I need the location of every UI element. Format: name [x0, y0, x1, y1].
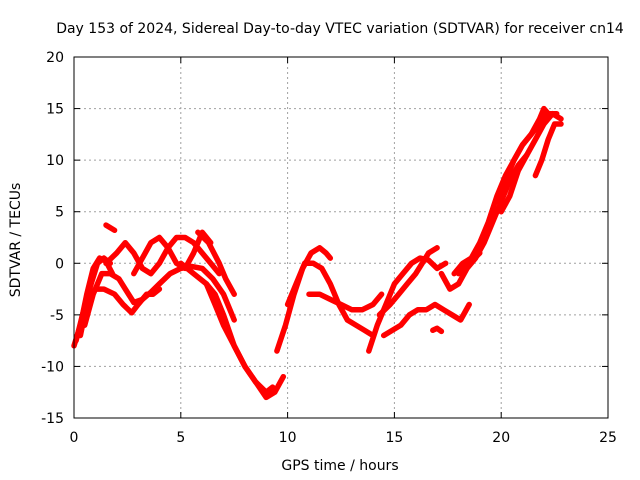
x-tick-label: 15 [385, 430, 403, 446]
chart-title: Day 153 of 2024, Sidereal Day-to-day VTE… [56, 21, 624, 37]
series-layer [71, 105, 564, 401]
y-tick-label: -5 [50, 308, 64, 324]
series-sat-e [103, 234, 222, 277]
x-tick-label: 10 [279, 430, 297, 446]
series-sat-v [455, 250, 483, 277]
series-sat-d [81, 263, 237, 328]
series-sat-q [438, 110, 564, 292]
y-tick-label: 20 [46, 50, 64, 66]
series-sat-p [380, 301, 472, 339]
series-sat-w [430, 325, 445, 335]
series-sat-t [498, 152, 530, 215]
series-sat-j [203, 281, 287, 401]
series-sat-f [131, 229, 214, 277]
x-axis-label: GPS time / hours [281, 458, 398, 474]
series-sat-s [494, 105, 551, 205]
series-sat-h [103, 222, 118, 234]
x-tick-label: 20 [492, 430, 510, 446]
grid [74, 57, 608, 418]
series-sat-l [284, 260, 376, 339]
ticks: 0 5 10 15 20 25 -15 -10 -5 0 5 10 15 20 [41, 50, 617, 446]
y-tick-label: -10 [41, 359, 64, 375]
plot-frame [73, 56, 609, 419]
x-tick-label: 0 [70, 430, 79, 446]
y-tick-label: 10 [46, 153, 64, 169]
series-sat-o [376, 245, 440, 318]
x-tick-label: 5 [176, 430, 185, 446]
y-tick-label: 0 [55, 256, 64, 272]
series-sat-m [306, 291, 385, 313]
series-sat-g [195, 229, 237, 297]
y-tick-label: 5 [55, 205, 64, 221]
y-tick-label: 15 [46, 102, 64, 118]
series-sat-u [532, 121, 564, 179]
y-tick-label: -15 [41, 411, 64, 427]
y-axis-label: SDTVAR / TECUs [8, 183, 24, 298]
x-tick-label: 25 [599, 430, 617, 446]
